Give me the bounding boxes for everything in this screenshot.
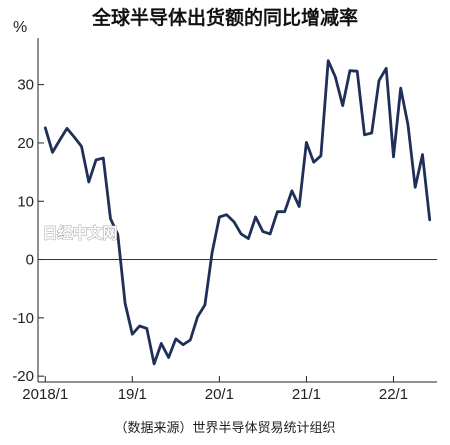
x-tick-label: 19/1 [118,386,147,403]
x-tick-label: 22/1 [379,386,408,403]
plot-area [37,38,437,383]
watermark: 日经中文网 [42,224,117,242]
x-tick-label: 2018/1 [22,386,68,403]
y-tick-label: 20 [17,135,34,152]
series-line [43,59,432,366]
y-tick-label: 30 [17,77,34,94]
chart-title: 全球半导体出货额的同比增减率 [91,6,358,29]
x-tick-label: 20/1 [205,386,234,403]
y-tick-label: -10 [12,310,34,327]
y-axis-unit: % [13,19,27,36]
x-tick-labels: 2018/1 19/1 20/1 21/1 22/1 [22,386,408,403]
y-tick-label: 0 [26,252,34,269]
y-tick-labels: 30 20 10 0 -10 -20 [12,77,34,386]
x-tick-label: 21/1 [292,386,321,403]
y-tick-label: -20 [12,368,34,385]
y-tick-label: 10 [17,193,34,210]
source-note: （数据来源）世界半导体贸易统计组织 [114,421,335,436]
